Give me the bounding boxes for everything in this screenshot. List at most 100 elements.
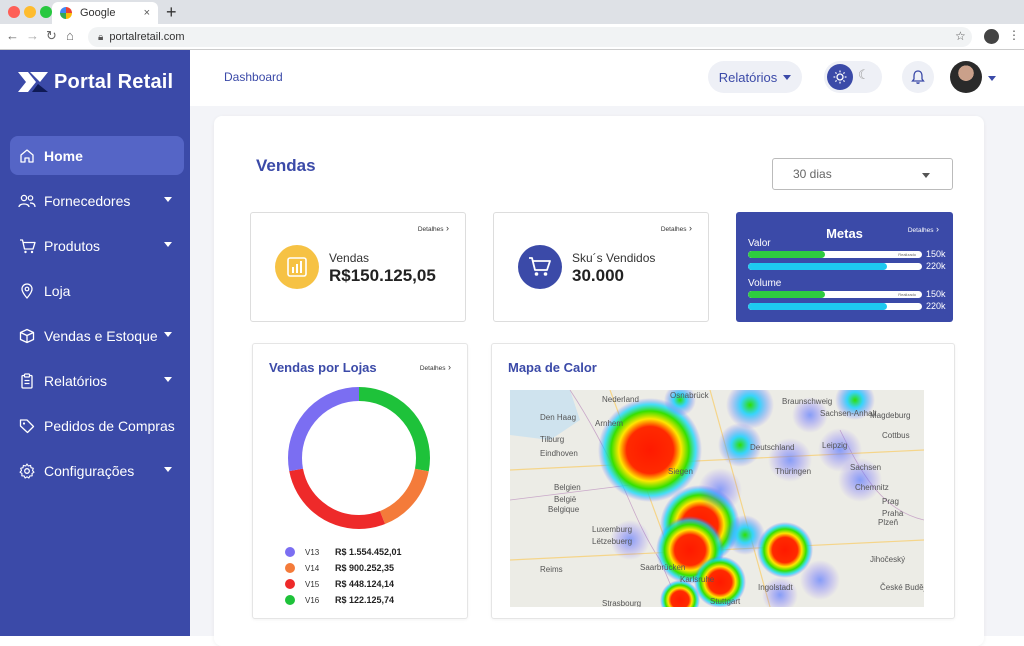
map-place-label: België [554, 495, 577, 504]
sidebar: Portal Retail Home Fornecedores Produtos Lo… [0, 50, 190, 636]
legend-item: V14 R$ 900.252,35 [285, 563, 455, 573]
goal-value: 220k [926, 261, 946, 271]
map-place-label: Belgique [548, 505, 580, 514]
back-arrow-icon[interactable]: ← [6, 28, 19, 43]
notifications-button[interactable] [902, 61, 934, 93]
chevron-down-icon[interactable] [164, 197, 172, 202]
sidebar-item-label: Fornecedores [44, 192, 131, 209]
map-place-label: Strasbourg [602, 599, 641, 607]
details-link[interactable]: Detalhes [418, 223, 449, 233]
period-select-value: 30 dias [793, 167, 832, 181]
map-place-label: Sachsen-Anhalt [820, 409, 877, 418]
legend-item: V15 R$ 448.124,14 [285, 579, 455, 589]
browser-profile-avatar[interactable] [984, 29, 999, 44]
user-avatar[interactable] [950, 61, 982, 93]
reload-icon[interactable]: ↻ [46, 28, 57, 43]
address-bar[interactable]: 🔒︎ portalretail.com [88, 27, 972, 47]
chevron-down-icon [783, 74, 792, 80]
tag-icon [18, 417, 36, 435]
sidebar-item-home[interactable]: Home [10, 136, 184, 175]
home-browser-icon[interactable]: ⌂ [66, 28, 74, 43]
cart-icon [18, 237, 36, 255]
details-link[interactable]: Detalhes [420, 362, 451, 372]
goal-progress-fill [748, 251, 825, 258]
reports-button-label: Relatórios [718, 69, 778, 85]
browser-chrome: Google × + ← → ↻ ⌂ 🔒︎ portalretail.com ☆… [0, 0, 1024, 50]
minimize-window-button[interactable] [24, 6, 36, 18]
breadcrumb[interactable]: Dashboard [224, 70, 283, 84]
goal-progress-tag: Realizado [898, 252, 916, 257]
map-place-label: Osnabrück [670, 391, 710, 400]
stat-label: Vendas [329, 251, 370, 265]
main-content: Vendas 30 dias Detalhes Vendas R$150.125… [190, 106, 1024, 646]
legend-value: R$ 448.124,14 [335, 579, 395, 589]
map-place-label: Sachsen [850, 463, 881, 472]
sidebar-item-produtos[interactable]: Produtos [10, 226, 184, 265]
goal-progress-fill [748, 263, 888, 270]
sales-stat-card: Detalhes Vendas R$150.125,05 [250, 212, 466, 322]
page-title: Vendas [256, 156, 316, 175]
heatmap-map[interactable]: Den Haag Nederland Osnabrück Braunschweig Sa… [510, 390, 924, 607]
sidebar-item-vendas-e-estoque[interactable]: Vendas e Estoque [10, 316, 184, 355]
gear-icon [18, 462, 36, 480]
cart-icon [518, 245, 562, 289]
sidebar-item-label: Home [44, 147, 83, 164]
home-icon [18, 147, 36, 165]
heatmap-panel: Mapa de Calor [491, 343, 955, 619]
details-link[interactable]: Detalhes [908, 224, 939, 234]
sidebar-item-loja[interactable]: Loja [10, 271, 184, 310]
legend-store: V13 [305, 547, 320, 557]
theme-toggle[interactable]: ☾ [824, 61, 882, 93]
legend-value: R$ 122.125,74 [335, 595, 395, 605]
map-place-label: Reims [540, 565, 563, 574]
sidebar-item-fornecedores[interactable]: Fornecedores [10, 181, 184, 220]
legend-dot [285, 595, 295, 605]
goal-progress-tag: Realizado [898, 292, 916, 297]
sidebar-item-label: Vendas e Estoque [44, 327, 158, 344]
map-place-label: Nederland [602, 395, 639, 404]
legend-value: R$ 1.554.452,01 [335, 547, 402, 557]
chevron-down-icon[interactable] [164, 377, 172, 382]
skus-stat-card: Detalhes Sku´s Vendidos 30.000 [493, 212, 709, 322]
goal-progress-fill [748, 291, 825, 298]
legend-store: V15 [305, 579, 320, 589]
chevron-down-icon[interactable] [164, 242, 172, 247]
legend-dot [285, 563, 295, 573]
goal-value: 150k [926, 289, 946, 299]
map-place-label: Lëtzebuerg [592, 537, 632, 546]
goal-progress-fill [748, 303, 888, 310]
sidebar-item-configura-es[interactable]: Configurações [10, 451, 184, 490]
browser-menu-icon[interactable]: ⋮ [1008, 28, 1020, 42]
chevron-down-icon[interactable] [164, 332, 172, 337]
goal-group-label: Volume [748, 278, 782, 289]
tab-close-icon[interactable]: × [143, 7, 150, 19]
details-link[interactable]: Detalhes [661, 223, 692, 233]
period-select[interactable]: 30 dias [772, 158, 953, 190]
moon-icon[interactable]: ☾ [858, 67, 870, 82]
close-window-button[interactable] [8, 6, 20, 18]
clipboard-icon [18, 372, 36, 390]
new-tab-button[interactable]: + [166, 2, 177, 22]
sidebar-item-relat-rios[interactable]: Relatórios [10, 361, 184, 400]
donut-segment-v15[interactable] [288, 387, 430, 529]
brand-logo[interactable]: Portal Retail [18, 70, 173, 94]
sidebar-item-pedidos-de-compras[interactable]: Pedidos de Compras [10, 406, 184, 445]
forward-arrow-icon[interactable]: → [26, 28, 39, 43]
sun-icon[interactable] [827, 64, 853, 90]
maximize-window-button[interactable] [40, 6, 52, 18]
bookmark-star-icon[interactable]: ☆ [955, 29, 966, 43]
chevron-down-icon[interactable] [164, 467, 172, 472]
url-text: portalretail.com [109, 31, 185, 43]
user-menu-chevron-icon[interactable] [988, 76, 996, 81]
brand-name: Portal Retail [54, 70, 174, 93]
reports-dropdown-button[interactable]: Relatórios [708, 61, 802, 93]
bar-chart-icon [275, 245, 319, 289]
map-place-label: Karlsruhe [680, 575, 715, 584]
map-place-label: Stuttgart [710, 597, 741, 606]
goal-group-label: Valor [748, 238, 771, 249]
url-bar: ← → ↻ ⌂ 🔒︎ portalretail.com ☆ ⋮ [0, 24, 1024, 50]
donut-segment-v13[interactable] [288, 387, 430, 529]
browser-tab[interactable]: Google × [52, 2, 158, 24]
map-place-label: Praha [882, 509, 904, 518]
heat-map-canvas: Den Haag Nederland Osnabrück Braunschweig Sa… [510, 390, 924, 607]
